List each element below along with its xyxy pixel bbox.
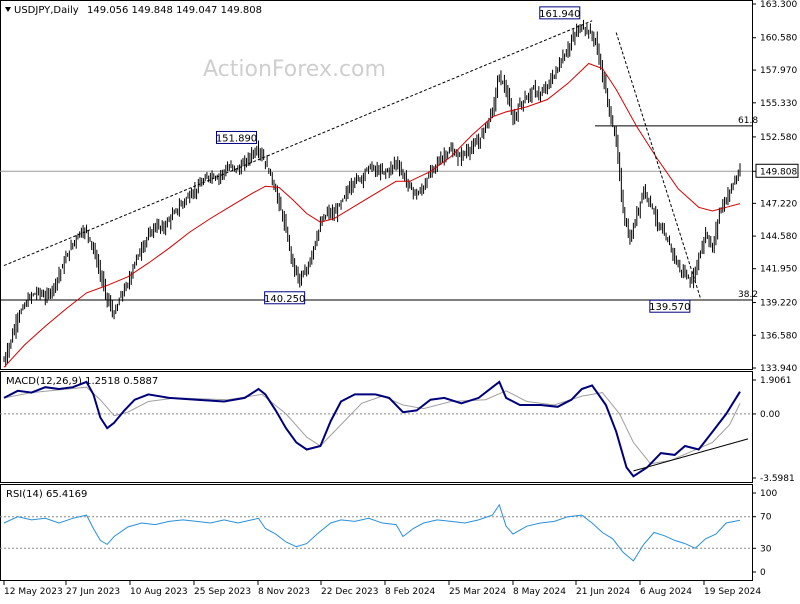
- y-tick-label: 149.808: [760, 167, 797, 177]
- price-label: 140.250: [264, 291, 306, 305]
- moving-average: [3, 62, 741, 368]
- price-label-box: [539, 6, 581, 20]
- y-tick-label: 144.580: [760, 232, 797, 242]
- level-lines: [0, 125, 752, 301]
- price-label-text: 161.940: [539, 9, 580, 20]
- y-tick-label: 157.970: [760, 66, 797, 76]
- price-candles: [3, 19, 741, 367]
- x-tick-label: 8 May 2024: [513, 587, 566, 597]
- x-axis: 12 May 2023 27 Jun 2023 10 Aug 2023 25 Sep …: [3, 581, 761, 597]
- ohlc-values: 149.056 149.848 149.047 149.808: [87, 5, 262, 16]
- y-tick-label: 136.580: [760, 331, 797, 341]
- price-label: 161.940: [539, 6, 581, 20]
- rsi-y-tick-label: 100: [760, 489, 777, 499]
- macd-trendline: [633, 438, 749, 472]
- rsi-label: RSI(14) 65.4169: [6, 489, 87, 500]
- price-label-text: 140.250: [264, 294, 305, 305]
- rsi-y-tick-label: 30: [760, 544, 772, 554]
- x-tick-label: 27 Jun 2023: [66, 587, 120, 597]
- price-label-box: [649, 299, 691, 313]
- y-tick-label: 163.300: [760, 0, 797, 10]
- y-tick-label: 139.220: [760, 299, 797, 309]
- trendline: [3, 20, 593, 267]
- rsi-y-tick-label: 0: [760, 568, 766, 578]
- x-tick-label: 8 Feb 2024: [385, 587, 436, 597]
- y-tick-label: 133.940: [760, 364, 797, 374]
- price-label-box: [264, 291, 306, 305]
- x-tick-label: 8 Nov 2023: [258, 587, 310, 597]
- x-tick-label: 25 Mar 2024: [449, 587, 506, 597]
- price-label-box: [216, 130, 258, 144]
- price-label: 139.570: [649, 299, 691, 313]
- watermark: ActionForex.com: [203, 57, 386, 82]
- price-pane-frame: [0, 0, 753, 370]
- rsi-pane-frame: [0, 484, 753, 581]
- macd-y-tick-label: 1.9061: [760, 376, 792, 386]
- macd-label: MACD(12,26,9) 1.2518 0.5887: [6, 376, 158, 387]
- y-tick-label: 160.580: [760, 34, 797, 44]
- trendlines: [3, 20, 701, 299]
- y-tick-label: 141.950: [760, 265, 797, 275]
- symbol-label: USDJPY,Daily: [14, 5, 79, 16]
- x-tick-label: 12 May 2023: [4, 587, 63, 597]
- price-y-axis: 163.300 160.580 157.970 155.330 152.580 149.8…: [752, 0, 799, 374]
- y-tick-label: 147.220: [760, 199, 797, 209]
- x-tick-label: 6 Aug 2024: [640, 587, 692, 597]
- y-tick-label: 155.330: [760, 99, 797, 109]
- x-tick-label: 21 Jun 2024: [576, 587, 630, 597]
- price-label: 151.890: [216, 130, 258, 144]
- fib-level-label: 61.8: [738, 116, 758, 126]
- rsi-y-tick-label: 70: [760, 513, 772, 523]
- rsi-pane: 100 70 30 0: [0, 489, 777, 578]
- macd-pane: 1.9061 0.00 -3.5981: [0, 376, 795, 484]
- moving-average-line: [3, 62, 741, 368]
- collapse-triangle-icon[interactable]: [5, 7, 11, 12]
- rsi-line: [3, 503, 741, 562]
- trendline: [615, 32, 701, 299]
- x-tick-label: 19 Sep 2024: [704, 587, 761, 597]
- current-price-box: [755, 163, 799, 178]
- x-tick-label: 25 Sep 2023: [194, 587, 251, 597]
- price-label-text: 151.890: [216, 133, 257, 144]
- macd-y-tick-label: -3.5981: [760, 474, 795, 484]
- x-tick-label: 22 Dec 2023: [321, 587, 379, 597]
- macd-y-tick-label: 0.00: [760, 410, 780, 420]
- x-tick-label: 10 Aug 2023: [130, 587, 188, 597]
- fib-level-label: 38.2: [738, 290, 758, 300]
- price-label-text: 139.570: [649, 302, 690, 313]
- macd-pane-frame: [0, 371, 753, 483]
- macd-line: [3, 380, 741, 478]
- price-annotations: 161.940 151.890 140.250 139.570 61.8 38.2: [216, 6, 758, 313]
- y-tick-label: 152.580: [760, 133, 797, 143]
